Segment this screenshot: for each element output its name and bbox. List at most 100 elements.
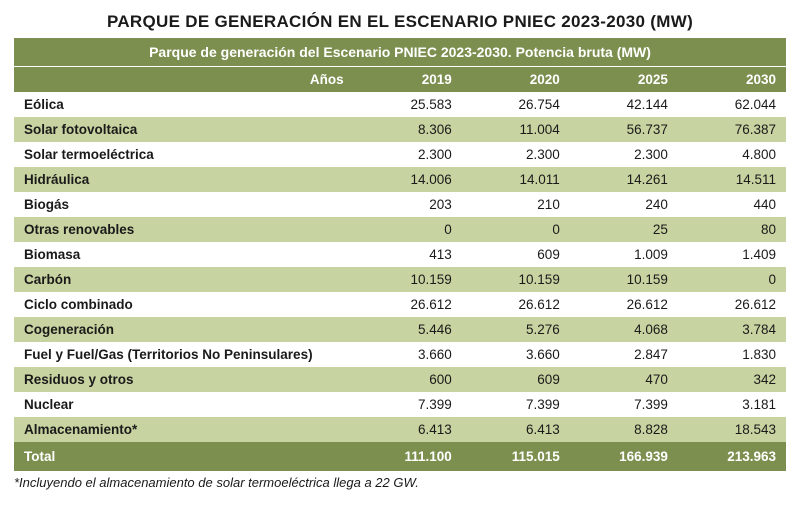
row-value: 10.159 [462,267,570,292]
row-value: 14.011 [462,167,570,192]
row-value: 240 [570,192,678,217]
table-row: Cogeneración5.4465.2764.0683.784 [14,317,786,342]
row-label: Residuos y otros [14,367,354,392]
row-value: 10.159 [354,267,462,292]
row-label: Solar fotovoltaica [14,117,354,142]
row-value: 1.830 [678,342,786,367]
row-value: 42.144 [570,92,678,117]
row-label: Almacenamiento* [14,417,354,442]
table-row: Almacenamiento*6.4136.4138.82818.543 [14,417,786,442]
row-value: 1.409 [678,242,786,267]
row-value: 3.784 [678,317,786,342]
row-value: 0 [678,267,786,292]
table-row: Ciclo combinado26.61226.61226.61226.612 [14,292,786,317]
row-value: 1.009 [570,242,678,267]
table-row: Eólica25.58326.75442.14462.044 [14,92,786,117]
row-label: Carbón [14,267,354,292]
row-value: 440 [678,192,786,217]
row-label: Biogás [14,192,354,217]
row-value: 0 [462,217,570,242]
row-label: Nuclear [14,392,354,417]
row-value: 8.306 [354,117,462,142]
row-value: 2.300 [354,142,462,167]
row-value: 2.847 [570,342,678,367]
row-value: 413 [354,242,462,267]
col-2030: 2030 [678,67,786,93]
generation-table: Parque de generación del Escenario PNIEC… [14,38,786,471]
row-value: 2.300 [462,142,570,167]
table-row: Solar termoeléctrica2.3002.3002.3004.800 [14,142,786,167]
main-title: PARQUE DE GENERACIÓN EN EL ESCENARIO PNI… [14,8,786,38]
total-value: 111.100 [354,442,462,471]
row-value: 3.181 [678,392,786,417]
row-value: 56.737 [570,117,678,142]
row-value: 26.612 [570,292,678,317]
row-value: 18.543 [678,417,786,442]
row-value: 4.068 [570,317,678,342]
row-value: 25.583 [354,92,462,117]
row-value: 342 [678,367,786,392]
row-value: 10.159 [570,267,678,292]
row-value: 6.413 [462,417,570,442]
row-label: Cogeneración [14,317,354,342]
row-value: 210 [462,192,570,217]
row-value: 4.800 [678,142,786,167]
row-value: 203 [354,192,462,217]
row-value: 7.399 [462,392,570,417]
row-value: 600 [354,367,462,392]
row-value: 76.387 [678,117,786,142]
row-label: Biomasa [14,242,354,267]
total-label: Total [14,442,354,471]
row-label: Otras renovables [14,217,354,242]
row-value: 26.612 [678,292,786,317]
row-value: 3.660 [462,342,570,367]
row-label: Hidráulica [14,167,354,192]
row-value: 80 [678,217,786,242]
row-value: 5.276 [462,317,570,342]
table-row: Fuel y Fuel/Gas (Territorios No Peninsul… [14,342,786,367]
total-value: 115.015 [462,442,570,471]
years-label: Años [14,67,354,93]
row-value: 25 [570,217,678,242]
footnote: *Incluyendo el almacenamiento de solar t… [14,471,786,490]
row-value: 3.660 [354,342,462,367]
row-value: 26.754 [462,92,570,117]
row-value: 26.612 [462,292,570,317]
total-value: 166.939 [570,442,678,471]
row-value: 7.399 [354,392,462,417]
row-value: 62.044 [678,92,786,117]
row-value: 5.446 [354,317,462,342]
table-row: Otras renovables002580 [14,217,786,242]
row-value: 470 [570,367,678,392]
row-value: 14.006 [354,167,462,192]
row-value: 0 [354,217,462,242]
table-row: Carbón10.15910.15910.1590 [14,267,786,292]
row-label: Ciclo combinado [14,292,354,317]
table-row: Residuos y otros600609470342 [14,367,786,392]
row-value: 2.300 [570,142,678,167]
table-row: Solar fotovoltaica8.30611.00456.73776.38… [14,117,786,142]
row-value: 11.004 [462,117,570,142]
table-row: Biomasa4136091.0091.409 [14,242,786,267]
row-value: 7.399 [570,392,678,417]
row-label: Fuel y Fuel/Gas (Territorios No Peninsul… [14,342,354,367]
row-value: 14.511 [678,167,786,192]
table-row: Nuclear7.3997.3997.3993.181 [14,392,786,417]
row-value: 26.612 [354,292,462,317]
table-row: Biogás203210240440 [14,192,786,217]
col-2020: 2020 [462,67,570,93]
row-label: Solar termoeléctrica [14,142,354,167]
row-label: Eólica [14,92,354,117]
row-value: 6.413 [354,417,462,442]
row-value: 8.828 [570,417,678,442]
subtitle-cell: Parque de generación del Escenario PNIEC… [14,38,786,67]
total-row: Total111.100115.015166.939213.963 [14,442,786,471]
col-2025: 2025 [570,67,678,93]
total-value: 213.963 [678,442,786,471]
header-row: Años 2019 2020 2025 2030 [14,67,786,93]
subtitle-row: Parque de generación del Escenario PNIEC… [14,38,786,67]
row-value: 609 [462,367,570,392]
row-value: 14.261 [570,167,678,192]
row-value: 609 [462,242,570,267]
table-row: Hidráulica14.00614.01114.26114.511 [14,167,786,192]
